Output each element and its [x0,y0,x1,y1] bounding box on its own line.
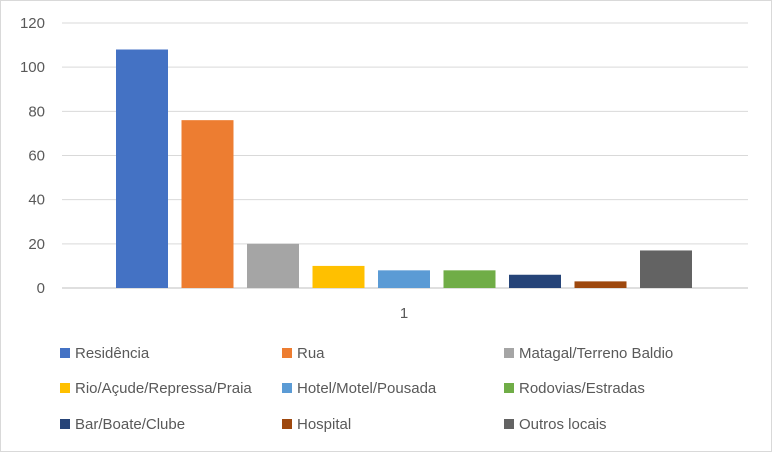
y-tick-label: 120 [20,15,45,32]
bar-9 [640,250,692,288]
y-tick-label: 20 [28,236,45,253]
y-tick-label: 80 [28,103,45,120]
bar-6 [443,270,496,288]
bar-5 [378,270,430,288]
bar-3 [247,243,299,288]
gridlines [62,22,748,289]
y-tick-label: 100 [20,59,45,76]
x-tick-label: 1 [400,305,408,322]
bar-7 [509,274,561,288]
y-tick-label: 60 [28,148,45,165]
bar-8 [574,281,627,288]
bar-2 [181,120,234,289]
y-tick-label: 40 [28,192,45,209]
y-tick-label: 0 [37,280,45,297]
bars [116,49,692,289]
bar-1 [116,49,168,288]
x-axis-ticks: 1 [400,305,408,322]
bar-4 [312,265,365,288]
y-axis-ticks: 0 20 40 60 80 100 120 [20,15,45,297]
